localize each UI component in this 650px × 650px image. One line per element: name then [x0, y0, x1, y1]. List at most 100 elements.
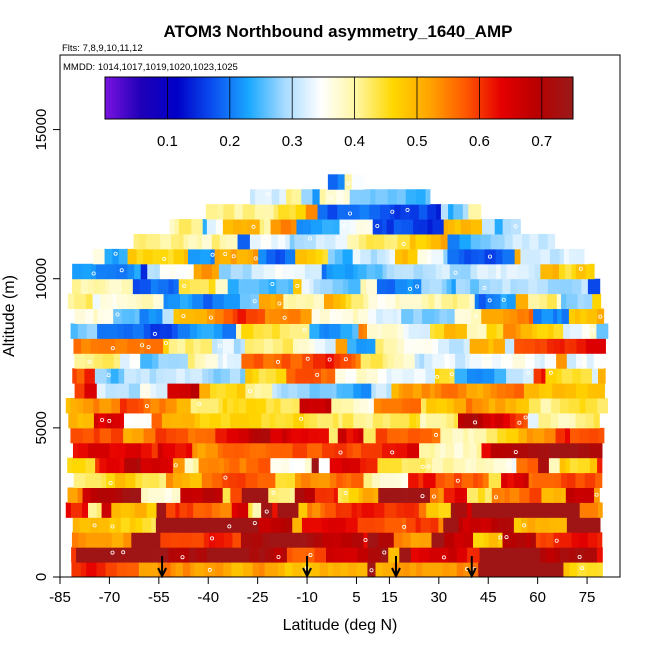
heat-cell [289, 233, 296, 250]
heat-cell [333, 293, 342, 310]
heat-cell [86, 562, 98, 577]
heat-cell [331, 398, 342, 414]
heat-cell [482, 472, 490, 489]
heat-cell [579, 308, 588, 324]
heat-cell [77, 398, 84, 414]
heat-cell [159, 398, 167, 414]
heat-cell [522, 233, 531, 250]
x-tick-label: 5 [352, 589, 360, 606]
heat-cell [467, 547, 473, 563]
heat-cell [292, 517, 303, 533]
heat-cell [477, 472, 484, 489]
heat-cell [464, 532, 474, 548]
heat-cell [519, 487, 531, 503]
heat-cell [493, 293, 502, 310]
heat-cell [575, 308, 581, 324]
heat-cell [236, 383, 246, 399]
heat-cell [512, 457, 517, 474]
heat-cell [238, 278, 244, 295]
heat-cell [93, 427, 101, 444]
sample-marker [110, 346, 115, 351]
heat-cell [190, 398, 198, 414]
sample-marker [401, 241, 406, 246]
sample-marker [493, 495, 498, 500]
heat-cell [555, 427, 566, 444]
heat-cell [282, 547, 288, 563]
heat-cell [131, 532, 144, 548]
heat-cell [294, 263, 306, 280]
heat-cell [557, 308, 563, 324]
heat-cell [272, 383, 278, 399]
heat-cell [534, 502, 545, 518]
heat-cell [67, 487, 79, 503]
heat-cell [143, 248, 154, 265]
heat-cell [514, 248, 522, 265]
heat-cell [515, 368, 524, 384]
heat-cell [539, 338, 548, 354]
heat-cell [116, 293, 128, 310]
heat-cell [323, 323, 330, 339]
heat-cell [145, 233, 152, 250]
heat-cell [363, 532, 369, 548]
heat-cell [403, 353, 416, 369]
heat-cell [208, 457, 220, 474]
heat-cell [466, 398, 473, 414]
heat-cell [353, 383, 362, 399]
heat-cell [566, 517, 576, 533]
heat-cell [465, 278, 471, 295]
heat-cell [281, 457, 290, 474]
heat-cell [102, 353, 115, 369]
heat-cell [188, 427, 196, 444]
heat-cell [159, 263, 172, 280]
colorbar-gradient [105, 77, 573, 119]
heat-cell [189, 278, 203, 295]
heat-cell [187, 502, 194, 518]
x-tick-label: -25 [247, 589, 269, 606]
heat-cell [263, 263, 276, 280]
heat-cell [194, 562, 200, 577]
heat-cell [490, 233, 498, 250]
heat-cell [410, 398, 422, 414]
heat-cell [578, 532, 589, 548]
heat-cell [376, 308, 384, 324]
heat-cell [451, 278, 457, 295]
heat-cell [384, 233, 392, 250]
heat-cell [262, 532, 271, 548]
heat-cell [201, 278, 210, 295]
heat-cell [497, 427, 507, 444]
heat-cell [432, 353, 446, 369]
heat-cell [97, 487, 109, 503]
heat-cell [409, 562, 417, 577]
heat-cell [254, 278, 260, 295]
heat-cell [176, 398, 186, 414]
heat-cell [387, 353, 395, 369]
heat-cell [456, 562, 465, 577]
heat-cell [482, 368, 495, 384]
heat-cell [415, 233, 427, 250]
heat-cell [546, 562, 555, 577]
heat-cell [198, 562, 205, 577]
heat-cell [309, 323, 320, 339]
heat-cell [243, 278, 255, 295]
heat-cell [385, 532, 395, 548]
heat-cell [153, 293, 165, 310]
heat-cell [469, 338, 478, 354]
sample-marker [408, 286, 413, 291]
heat-cell [72, 368, 78, 384]
heat-cell [468, 427, 475, 444]
heat-cell [520, 517, 529, 533]
heat-cell [539, 547, 547, 563]
heat-cell [288, 308, 302, 324]
heat-cell [544, 383, 553, 399]
heat-cell [481, 442, 492, 459]
heat-cell [199, 383, 211, 399]
heat-cell [116, 383, 130, 399]
heat-cell [458, 248, 465, 265]
heat-cell [270, 427, 283, 444]
sample-marker [197, 401, 202, 406]
heat-cell [73, 472, 86, 489]
heat-cell [409, 233, 417, 250]
heat-cell [432, 562, 444, 577]
heat-cell [341, 383, 354, 399]
